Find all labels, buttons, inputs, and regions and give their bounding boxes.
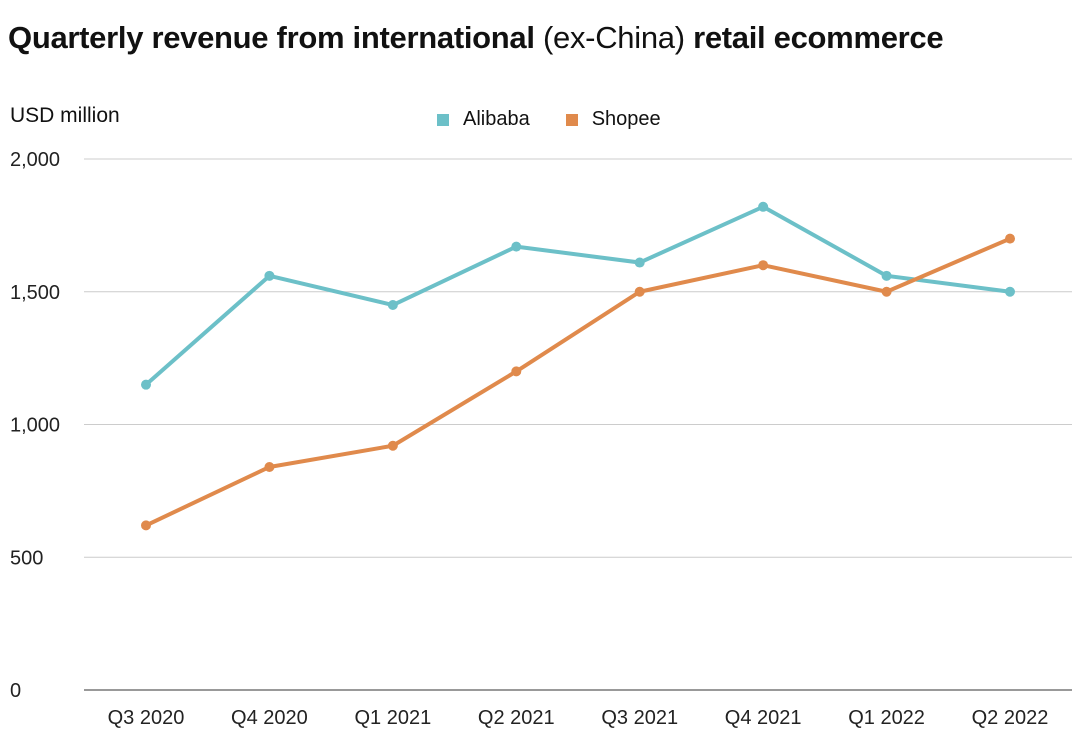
- data-point-shopee: [634, 286, 645, 297]
- y-tick-label: 0: [10, 680, 21, 702]
- x-tick-label: Q2 2021: [478, 707, 555, 729]
- data-point-shopee: [141, 520, 151, 531]
- x-tick-label: Q1 2022: [848, 707, 925, 729]
- data-point-shopee: [387, 440, 398, 451]
- title-part-1: Quarterly revenue from international: [8, 20, 535, 55]
- x-tick-label: Q2 2022: [972, 707, 1049, 729]
- data-point-shopee: [1005, 233, 1015, 244]
- data-point-alibaba: [634, 257, 645, 268]
- y-tick-label: 1,000: [10, 415, 60, 437]
- data-point-alibaba: [1005, 286, 1015, 297]
- title-part-2: (ex-China): [543, 20, 685, 55]
- data-point-alibaba: [758, 201, 769, 212]
- data-point-alibaba: [881, 270, 892, 281]
- x-tick-label: Q3 2020: [108, 707, 185, 729]
- legend-swatch-alibaba: [437, 113, 449, 126]
- legend-label-shopee: Shopee: [591, 108, 661, 130]
- legend-swatch-shopee: [565, 113, 578, 126]
- legend: Alibaba Shopee: [437, 108, 697, 131]
- series-line-shopee: [145, 236, 1011, 528]
- y-tick-label: 2,000: [10, 149, 60, 171]
- data-point-shopee: [511, 366, 522, 377]
- legend-label-alibaba: Alibaba: [463, 108, 530, 130]
- legend-item-shopee: Shopee: [565, 108, 661, 131]
- data-point-alibaba: [264, 270, 275, 281]
- data-point-alibaba: [387, 300, 398, 311]
- x-tick-label: Q4 2021: [725, 707, 802, 729]
- y-tick-label: 500: [10, 547, 43, 569]
- x-tick-label: Q4 2020: [231, 707, 308, 729]
- x-tick-label: Q1 2021: [354, 707, 431, 729]
- data-point-alibaba: [511, 241, 522, 252]
- data-point-shopee: [264, 461, 275, 472]
- y-tick-label: 1,500: [10, 282, 60, 304]
- data-point-alibaba: [141, 379, 151, 390]
- chart-title: Quarterly revenue from international (ex…: [8, 20, 944, 56]
- legend-item-alibaba: Alibaba: [437, 108, 530, 131]
- data-point-shopee: [758, 260, 769, 271]
- y-axis-label: USD million: [10, 104, 120, 127]
- title-part-3: retail ecommerce: [693, 20, 944, 55]
- data-point-shopee: [881, 286, 892, 297]
- series-line-alibaba: [144, 204, 1011, 387]
- x-tick-label: Q3 2021: [601, 707, 678, 729]
